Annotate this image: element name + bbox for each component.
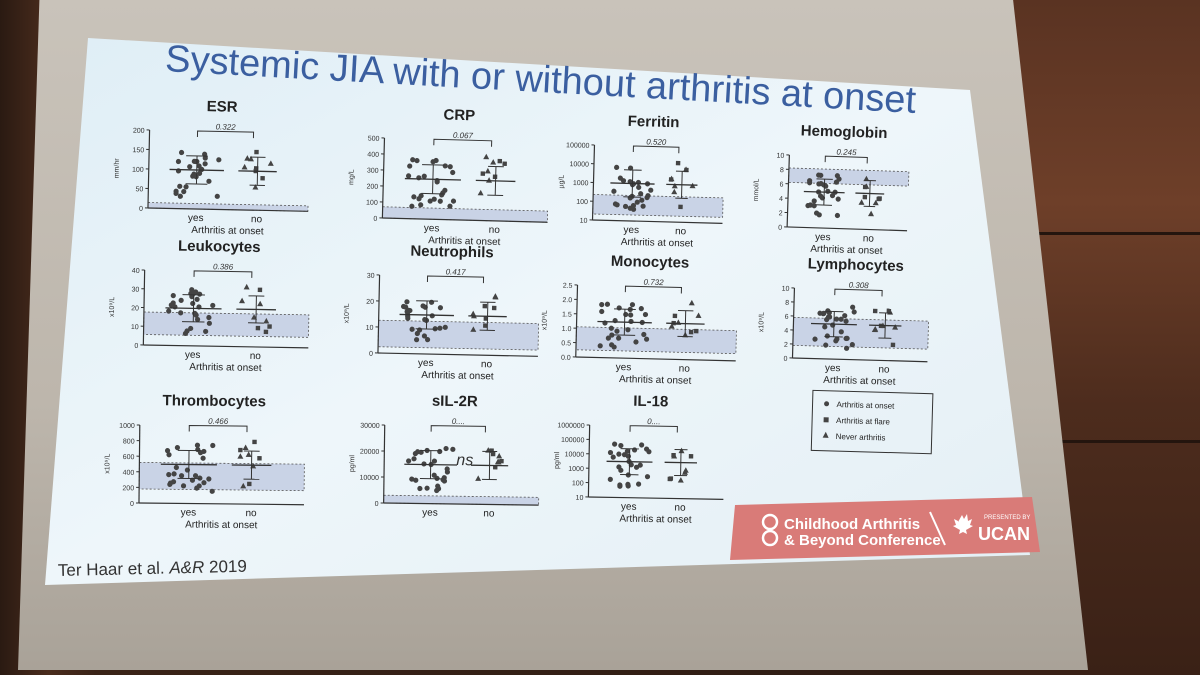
projector-screen: [18, 0, 1088, 670]
panel-seam: [1030, 440, 1200, 443]
panel-seam: [1000, 232, 1200, 235]
